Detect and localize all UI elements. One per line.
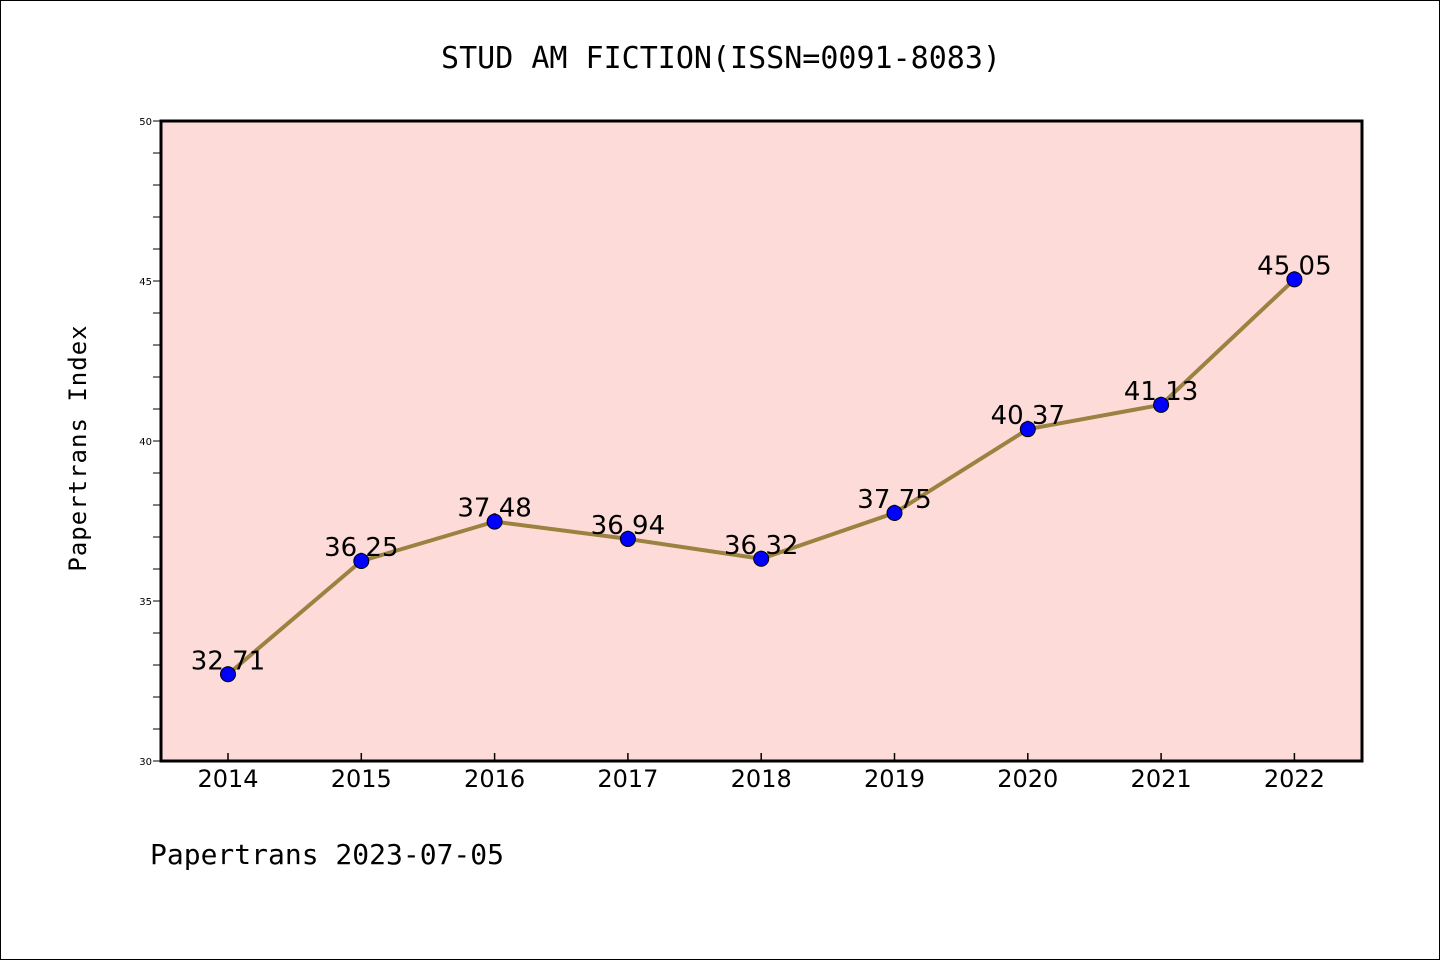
y-tick-label: 50 <box>139 117 152 128</box>
y-tick-label: 30 <box>139 757 152 768</box>
data-point <box>220 666 236 683</box>
x-axis: 2014 2015 2016 2017 2018 2019 2020 2021 2022 <box>197 753 1325 793</box>
x-tick-label: 2021 <box>1131 765 1192 793</box>
data-point <box>619 530 636 547</box>
x-tick-label: 2016 <box>464 765 525 793</box>
footer-date: Papertrans 2023-07-05 <box>150 838 504 871</box>
data-point <box>886 505 903 521</box>
data-point <box>753 550 770 567</box>
y-tick-label: 40 <box>139 437 152 448</box>
y-axis-label: Papertrans Index <box>64 324 92 571</box>
x-tick-label: 2015 <box>331 765 392 793</box>
y-axis: 30 35 40 45 50 <box>139 117 161 768</box>
x-tick-label: 2018 <box>731 765 792 793</box>
chart-title: STUD AM FICTION(ISSN=0091-8083) <box>441 41 1001 76</box>
data-point <box>1019 421 1036 438</box>
data-point <box>353 553 370 569</box>
x-tick-label: 2020 <box>997 765 1058 793</box>
x-tick-label: 2019 <box>864 765 925 793</box>
data-point <box>1153 396 1170 413</box>
x-tick-label: 2014 <box>197 765 258 793</box>
data-labels: 32.7136.2537.4836.9436.3237.7540.3741.13… <box>191 251 1332 676</box>
data-point <box>1286 271 1303 288</box>
y-tick-label: 35 <box>139 597 152 608</box>
plot-area <box>159 119 1364 763</box>
x-tick-label: 2022 <box>1264 765 1325 793</box>
data-point <box>486 513 503 530</box>
x-tick-label: 2017 <box>597 765 658 793</box>
data-markers <box>220 271 1303 683</box>
y-tick-label: 45 <box>139 277 152 288</box>
